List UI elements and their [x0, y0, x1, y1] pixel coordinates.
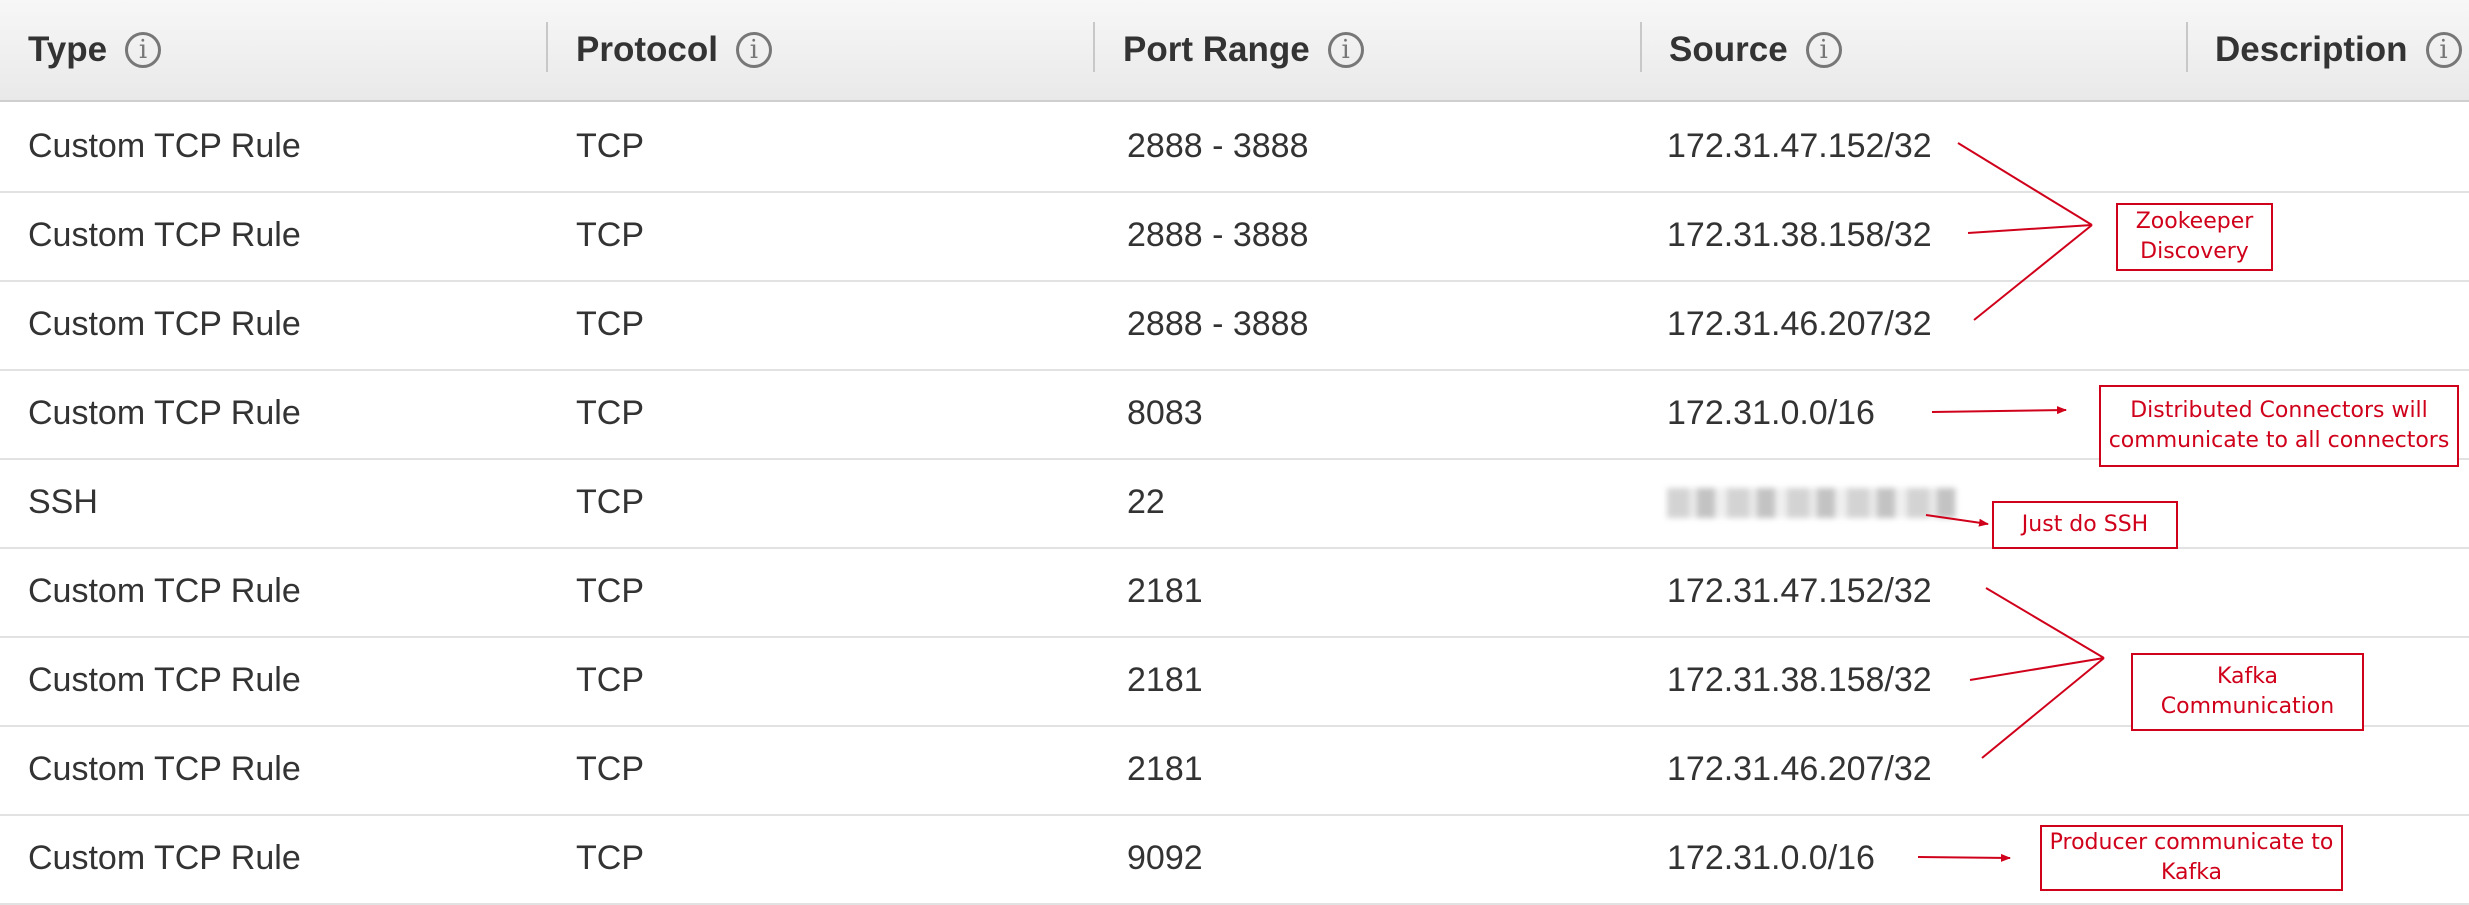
cell-port-range: 2181: [1127, 661, 1203, 699]
cell-source: 172.31.46.207/32: [1667, 305, 1932, 343]
column-divider[interactable]: [546, 22, 548, 72]
column-header-description[interactable]: Description i: [2215, 0, 2462, 100]
cell-type: Custom TCP Rule: [28, 839, 301, 877]
column-header-label: Source: [1669, 30, 1788, 69]
table-header: Type i Protocol i Port Range i Source i …: [0, 0, 2469, 102]
cell-source: 172.31.47.152/32: [1667, 572, 1932, 610]
table-row: Custom TCP Rule TCP 2181 172.31.38.158/3…: [0, 636, 2469, 727]
cell-port-range: 2888 - 3888: [1127, 216, 1309, 254]
cell-protocol: TCP: [576, 394, 644, 432]
callout-producer: Producer communicate to Kafka: [2040, 825, 2343, 891]
cell-port-range: 8083: [1127, 394, 1203, 432]
info-icon[interactable]: i: [2425, 32, 2462, 68]
cell-source-redacted: [1667, 458, 1957, 547]
column-header-type[interactable]: Type i: [28, 0, 162, 100]
table-row: Custom TCP Rule TCP 2181 172.31.46.207/3…: [0, 725, 2469, 816]
redacted-ip: [1667, 487, 1957, 518]
cell-protocol: TCP: [576, 572, 644, 610]
cell-type: Custom TCP Rule: [28, 394, 301, 432]
cell-type: Custom TCP Rule: [28, 216, 301, 254]
column-header-label: Description: [2215, 30, 2408, 69]
cell-protocol: TCP: [576, 839, 644, 877]
cell-type: Custom TCP Rule: [28, 305, 301, 343]
callout-zookeeper: Zookeeper Discovery: [2116, 203, 2273, 271]
cell-source: 172.31.46.207/32: [1667, 750, 1932, 788]
cell-protocol: TCP: [576, 216, 644, 254]
cell-type: Custom TCP Rule: [28, 661, 301, 699]
cell-type: Custom TCP Rule: [28, 127, 301, 165]
info-icon[interactable]: i: [1805, 32, 1842, 68]
cell-port-range: 2888 - 3888: [1127, 305, 1309, 343]
cell-protocol: TCP: [576, 661, 644, 699]
info-icon[interactable]: i: [735, 32, 772, 68]
cell-source: 172.31.38.158/32: [1667, 216, 1932, 254]
callout-kafka: Kafka Communication: [2131, 653, 2364, 731]
cell-port-range: 9092: [1127, 839, 1203, 877]
column-header-protocol[interactable]: Protocol i: [576, 0, 772, 100]
cell-source: 172.31.0.0/16: [1667, 394, 1875, 432]
cell-port-range: 2181: [1127, 572, 1203, 610]
column-divider[interactable]: [1093, 22, 1095, 72]
column-header-label: Type: [28, 30, 108, 69]
column-header-port-range[interactable]: Port Range i: [1123, 0, 1364, 100]
info-icon[interactable]: i: [125, 32, 162, 68]
table-row: Custom TCP Rule TCP 8083 172.31.0.0/16: [0, 369, 2469, 460]
column-header-label: Port Range: [1123, 30, 1310, 69]
cell-port-range: 2181: [1127, 750, 1203, 788]
callout-connectors: Distributed Connectors will communicate …: [2099, 385, 2459, 467]
cell-source: 172.31.0.0/16: [1667, 839, 1875, 877]
table-row: Custom TCP Rule TCP 2888 - 3888 172.31.4…: [0, 280, 2469, 371]
cell-source: 172.31.47.152/32: [1667, 127, 1932, 165]
cell-protocol: TCP: [576, 750, 644, 788]
cell-protocol: TCP: [576, 127, 644, 165]
cell-type: SSH: [28, 483, 98, 521]
table-row: SSH TCP 22: [0, 458, 2469, 549]
cell-port-range: 22: [1127, 483, 1165, 521]
column-divider[interactable]: [1640, 22, 1642, 72]
cell-type: Custom TCP Rule: [28, 750, 301, 788]
cell-source: 172.31.38.158/32: [1667, 661, 1932, 699]
column-divider[interactable]: [2186, 22, 2188, 72]
info-icon[interactable]: i: [1327, 32, 1364, 68]
cell-protocol: TCP: [576, 305, 644, 343]
table-row: Custom TCP Rule TCP 2888 - 3888 172.31.4…: [0, 102, 2469, 193]
table-row: Custom TCP Rule TCP 2888 - 3888 172.31.3…: [0, 191, 2469, 282]
table-row: Custom TCP Rule TCP 2181 172.31.47.152/3…: [0, 547, 2469, 638]
column-header-source[interactable]: Source i: [1669, 0, 1842, 100]
callout-ssh: Just do SSH: [1992, 501, 2178, 549]
cell-port-range: 2888 - 3888: [1127, 127, 1309, 165]
cell-protocol: TCP: [576, 483, 644, 521]
cell-type: Custom TCP Rule: [28, 572, 301, 610]
column-header-label: Protocol: [576, 30, 718, 69]
